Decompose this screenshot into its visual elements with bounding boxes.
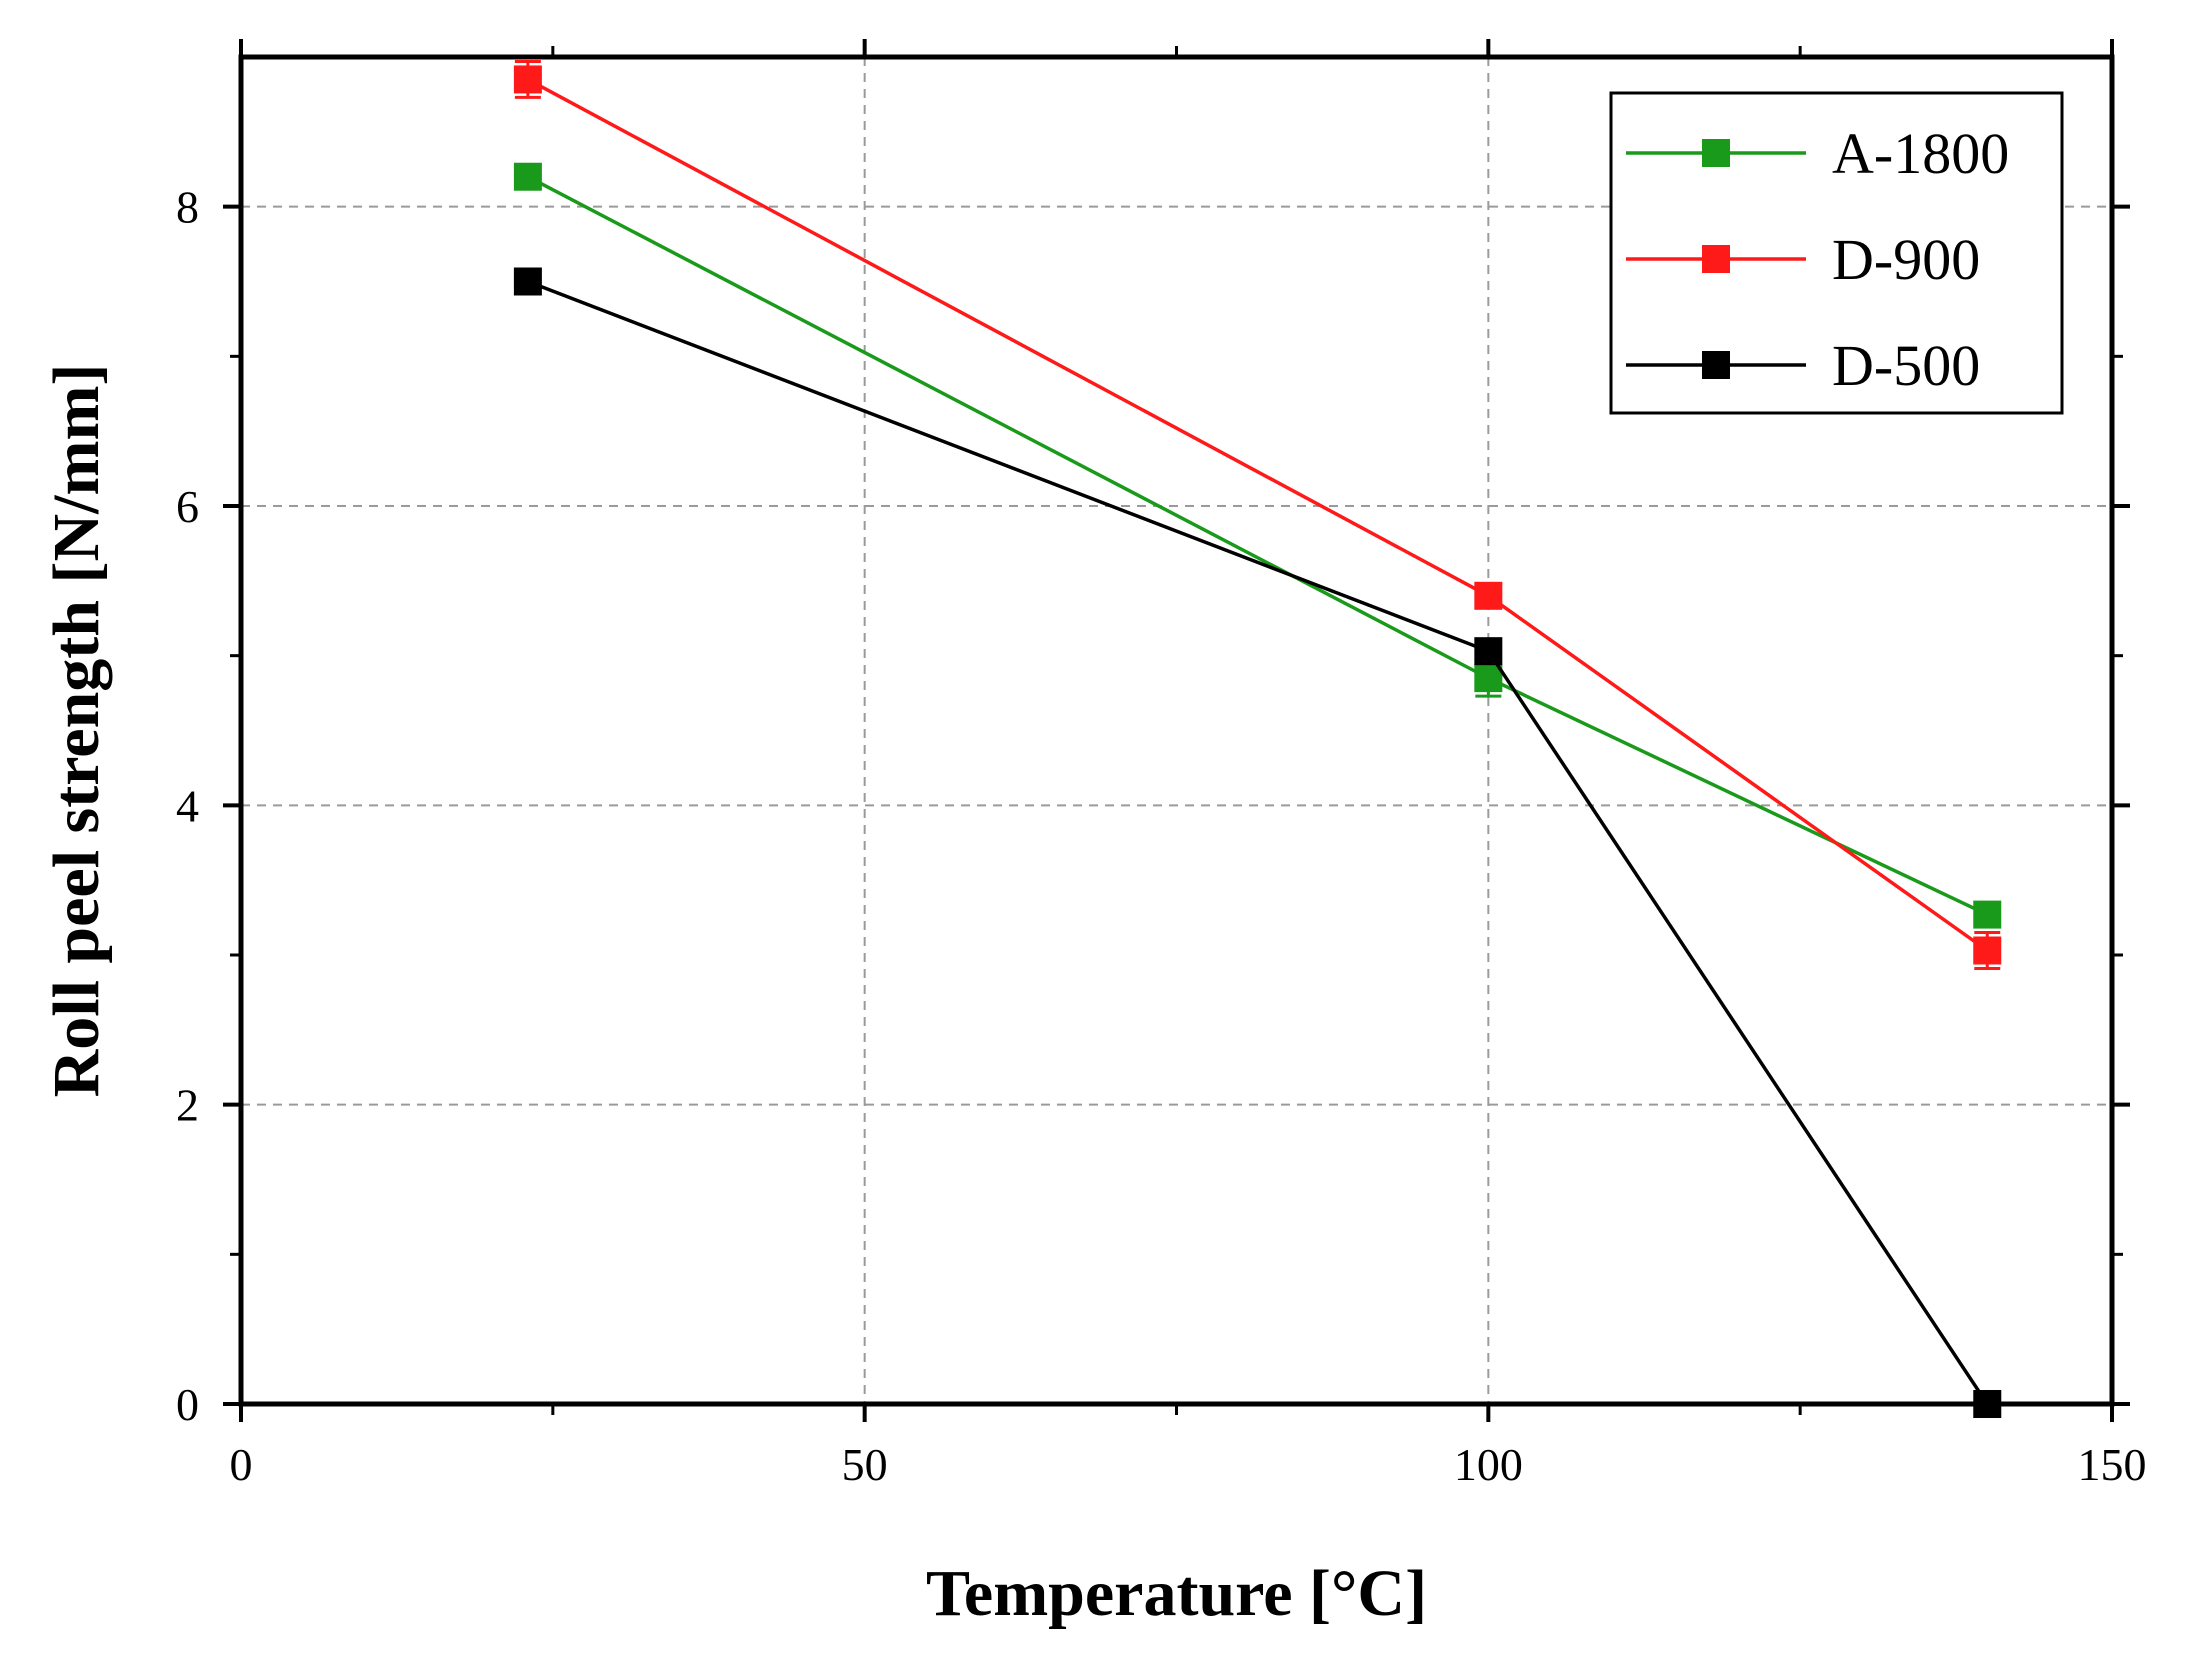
legend: A-1800 D-900 D-500	[1609, 91, 2064, 415]
legend-box	[1609, 91, 2064, 415]
data-point-a-1800	[1474, 664, 1503, 693]
x-tick-label: 0	[230, 1439, 253, 1490]
y-tick-label: 0	[176, 1379, 199, 1430]
x-tick-label: 150	[2078, 1439, 2147, 1490]
data-point-d-500	[1474, 637, 1503, 666]
ticks: 0 50 100 150 0 2 4 6 8	[176, 39, 2147, 1490]
y-axis-title: Roll peel strength [N/mm]	[40, 364, 113, 1098]
data-point-d-500	[1973, 1390, 2002, 1418]
legend-label-a-1800: A-1800	[1832, 121, 2009, 186]
data-point-d-500	[513, 267, 542, 296]
data-point-a-1800	[513, 162, 542, 191]
y-tick-label: 6	[176, 481, 199, 532]
x-axis-title: Temperature [°C]	[926, 1557, 1427, 1630]
data-point-d-900	[1474, 581, 1503, 610]
legend-marker-d-500	[1702, 351, 1730, 379]
data-point-a-1800	[1973, 900, 2002, 929]
data-point-d-900	[1973, 936, 2002, 965]
y-tick-label: 8	[176, 182, 199, 233]
x-tick-label: 100	[1454, 1439, 1523, 1490]
series-layer	[513, 59, 2002, 1418]
legend-marker-d-900	[1702, 245, 1730, 273]
series-line-d-500	[527, 279, 1989, 1405]
y-tick-label: 4	[176, 780, 199, 831]
data-point-d-900	[513, 65, 542, 94]
legend-label-d-500: D-500	[1832, 333, 1980, 398]
x-tick-label: 50	[842, 1439, 888, 1490]
y-tick-label: 2	[176, 1080, 199, 1131]
legend-label-d-900: D-900	[1832, 227, 1980, 292]
grid	[241, 57, 2112, 1404]
legend-marker-a-1800	[1702, 139, 1730, 167]
